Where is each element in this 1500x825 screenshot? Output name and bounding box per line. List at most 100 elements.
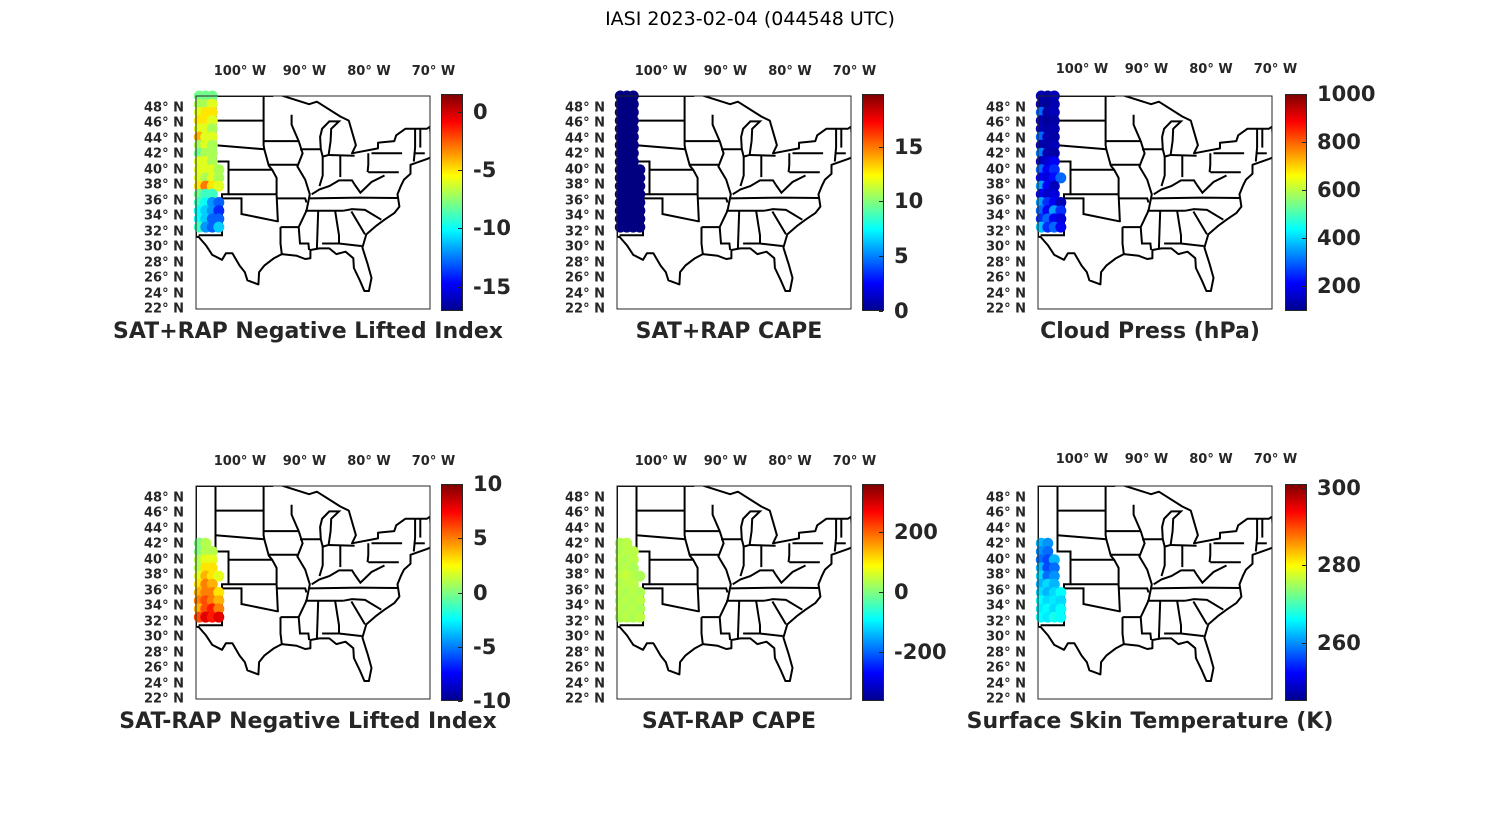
- state-boundary: [1153, 179, 1198, 196]
- map-canvas: [193, 485, 431, 700]
- state-boundary: [1132, 504, 1142, 532]
- state-boundary: [764, 208, 803, 221]
- colorbar-tick-mark: [1302, 565, 1306, 567]
- state-boundary: [1176, 210, 1182, 244]
- colorbar-tick-mark: [458, 484, 462, 485]
- state-boundary: [1195, 174, 1227, 195]
- state-boundary: [1132, 114, 1142, 142]
- colorbar-tick-label: 0: [473, 100, 488, 125]
- state-boundary: [700, 617, 704, 645]
- state-boundary: [1121, 617, 1125, 645]
- swath-data-point: [634, 205, 646, 217]
- panel-title: SAT+RAP Negative Lifted Index: [113, 319, 503, 344]
- swath-data-point: [1042, 546, 1054, 557]
- longitude-tick-label: 80° W: [768, 64, 812, 79]
- state-boundary: [334, 600, 340, 634]
- state-boundary: [279, 617, 283, 645]
- state-boundary: [322, 242, 362, 247]
- latitude-tick-label: 40° N: [144, 552, 184, 568]
- lake-michigan-outline: [319, 120, 342, 158]
- state-boundary: [1195, 564, 1227, 585]
- state-boundary: [771, 210, 787, 235]
- state-boundary: [787, 153, 791, 173]
- state-boundary: [730, 196, 820, 200]
- swath-data-point: [206, 139, 218, 151]
- state-boundary: [1176, 600, 1182, 634]
- longitude-tick-label: 70° W: [832, 454, 877, 469]
- colorbar-tick-mark: [879, 311, 883, 312]
- state-boundary: [711, 114, 721, 142]
- latitude-tick-label: 22° N: [986, 301, 1026, 317]
- colorbar: [441, 484, 463, 701]
- colorbar-tick-mark: [879, 592, 883, 594]
- longitude-tick-label: 90° W: [282, 454, 327, 469]
- state-boundary: [215, 534, 265, 541]
- state-boundary: [1208, 543, 1212, 563]
- state-boundary: [730, 586, 820, 590]
- colorbar-tick-mark: [879, 201, 883, 203]
- latitude-tick-label: 22° N: [144, 301, 184, 317]
- state-boundary: [774, 564, 806, 585]
- state-boundary: [279, 227, 283, 255]
- latitude-tick-label: 26° N: [565, 660, 605, 676]
- swath-data-point: [627, 123, 639, 135]
- colorbar-tick-mark: [458, 538, 462, 540]
- state-boundary: [833, 128, 838, 162]
- latitude-tick-label: 30° N: [986, 239, 1026, 255]
- state-boundary: [1138, 530, 1153, 641]
- latitude-tick-label: 44° N: [565, 131, 605, 147]
- swath-data-point: [634, 611, 646, 623]
- colorbar-tick-label: 1000: [1317, 82, 1376, 106]
- longitude-tick-label: 80° W: [768, 454, 812, 469]
- us-outline: [196, 486, 430, 682]
- colorbar-tick-label: 800: [1317, 130, 1361, 155]
- latitude-tick-label: 40° N: [565, 162, 605, 178]
- state-boundary: [322, 632, 362, 637]
- latitude-tick-label: 30° N: [565, 239, 605, 255]
- latitude-tick-label: 36° N: [144, 193, 184, 209]
- swath-data-point: [206, 562, 218, 574]
- latitude-tick-label: 28° N: [565, 255, 605, 271]
- state-boundary: [276, 197, 308, 203]
- swath-data-point: [1055, 603, 1067, 615]
- swath-data-point: [621, 537, 633, 549]
- colorbar: [862, 484, 884, 701]
- swath-data-point: [627, 115, 639, 127]
- colorbar-tick-mark: [458, 228, 462, 230]
- latitude-tick-label: 34° N: [144, 598, 184, 614]
- latitude-tick-label: 48° N: [565, 490, 605, 506]
- state-boundary: [636, 534, 686, 541]
- latitude-tick-label: 30° N: [565, 629, 605, 645]
- swath-data-point: [1055, 213, 1067, 225]
- state-boundary: [643, 197, 699, 223]
- latitude-tick-label: 42° N: [565, 146, 605, 162]
- swath-data-point: [206, 578, 218, 590]
- state-boundary: [764, 598, 803, 611]
- state-boundary: [1185, 208, 1224, 221]
- colorbar-tick-label: 5: [894, 244, 909, 269]
- swath-data-point: [1048, 106, 1060, 118]
- swath-data-point: [206, 156, 218, 167]
- longitude-tick-label: 100° W: [1055, 62, 1109, 77]
- colorbar-tick-label: 600: [1317, 178, 1361, 203]
- latitude-tick-label: 36° N: [986, 583, 1026, 599]
- state-boundary: [771, 600, 787, 625]
- latitude-tick-label: 44° N: [565, 521, 605, 537]
- latitude-tick-label: 48° N: [986, 490, 1026, 506]
- latitude-tick-label: 42° N: [986, 146, 1026, 162]
- latitude-tick-label: 48° N: [144, 100, 184, 116]
- state-boundary: [755, 210, 761, 244]
- longitude-tick-label: 100° W: [213, 454, 267, 469]
- swath-data-point: [206, 554, 218, 566]
- swath-data-point: [627, 147, 639, 159]
- swath-data-point: [634, 213, 646, 225]
- colorbar-tick-label: -200: [894, 640, 947, 665]
- state-boundary: [1118, 197, 1150, 203]
- swath-data-point: [627, 546, 639, 557]
- colorbar-tick-label: -10: [473, 689, 511, 713]
- latitude-tick-label: 40° N: [565, 552, 605, 568]
- state-boundary: [343, 208, 382, 221]
- swath-data-point: [634, 188, 646, 200]
- us-outline: [617, 96, 851, 292]
- swath-data-point: [1048, 554, 1060, 566]
